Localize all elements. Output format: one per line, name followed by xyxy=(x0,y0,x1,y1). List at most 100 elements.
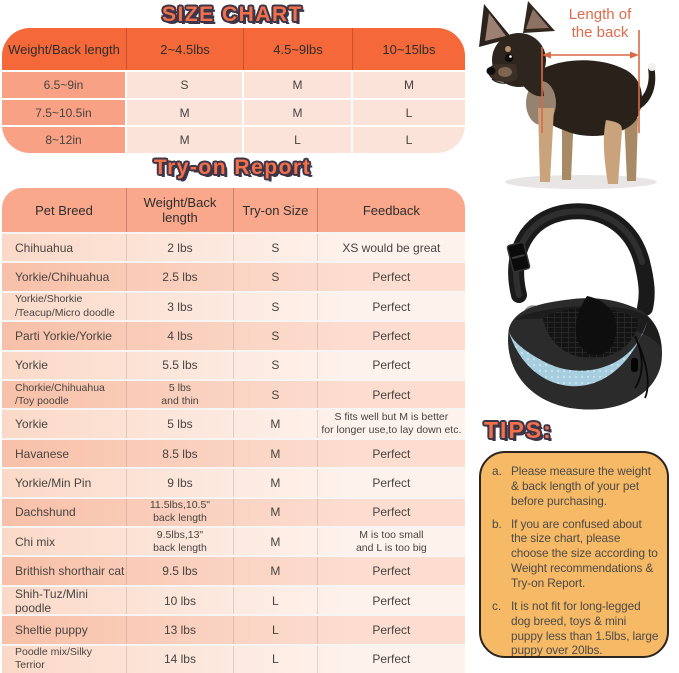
column-header: 10~15lbs xyxy=(382,41,436,57)
table-cell: Perfect xyxy=(372,475,411,490)
table-cell: 13 lbs xyxy=(127,616,234,644)
table-row: Yorkie/Chihuahua 2.5 lbs S Perfect xyxy=(2,261,465,291)
table-cell: XS would be great xyxy=(342,240,441,255)
table-cell: 2.5 lbs xyxy=(127,263,234,291)
tips-title: TIPS: xyxy=(484,417,553,443)
table-cell: Yorkie/Chihuahua xyxy=(2,263,127,291)
column-header: Feedback xyxy=(362,202,420,218)
table-row: Chihuahua 2 lbs S XS would be great xyxy=(2,232,465,262)
table-cell: Poodle mix/Silky Terrior xyxy=(2,645,127,673)
table-cell: S xyxy=(234,351,318,380)
table-row: Poodle mix/Silky Terrior 14 lbs L Perfect xyxy=(2,643,465,673)
back-length-label: Length of the back xyxy=(568,6,632,41)
tip-label: a. xyxy=(492,464,502,478)
table-cell: 11.5lbs,10.5" back length xyxy=(127,498,234,527)
table-row: Parti Yorkie/Yorkie 4 lbs S Perfect xyxy=(2,320,465,350)
table-cell: Perfect xyxy=(372,652,411,667)
table-cell: Perfect xyxy=(372,299,411,314)
chihuahua-photo xyxy=(479,1,657,189)
table-cell: 5 lbs and thin xyxy=(127,381,234,409)
table-cell: 14 lbs xyxy=(127,645,234,673)
table-cell: Brithish shorthair cat xyxy=(2,557,127,585)
table-cell: Shih-Tuz/Mini poodle xyxy=(2,587,127,615)
table-cell: 9.5 lbs xyxy=(127,557,234,585)
table-row: Yorkie 5 lbs M S fits well but M is better … xyxy=(2,408,465,438)
table-row: Chi mix 9.5lbs,13" back length M M is too s… xyxy=(2,526,465,556)
table-cell: Chi mix xyxy=(2,528,127,556)
table-cell: L xyxy=(352,125,465,153)
table-cell: 9.5lbs,13" back length xyxy=(127,528,234,556)
table-row: Chorkie/Chihuahua /Toy poodle 5 lbs and t… xyxy=(2,379,465,409)
dog-measurement-figure: Length of the back xyxy=(478,0,679,196)
table-cell: M xyxy=(234,410,318,438)
table-cell: 7.5~10.5in xyxy=(2,97,127,126)
tryon-report-title: Try-on Report xyxy=(153,156,312,179)
table-cell: M xyxy=(127,125,245,153)
tip-text: It is not fit for long-legged dog breed,… xyxy=(511,598,659,658)
table-cell: L xyxy=(244,125,353,153)
column-header: Weight/Back length xyxy=(127,188,234,232)
measure-arrow-icon xyxy=(541,30,640,133)
table-cell: M xyxy=(234,557,318,585)
table-row: Sheltie puppy 13 lbs L Perfect xyxy=(2,614,465,644)
table-cell: S xyxy=(234,234,318,262)
table-cell: Dachshund xyxy=(2,498,127,527)
table-row: Havanese 8.5 lbs M Perfect xyxy=(2,437,465,468)
table-cell: 4 lbs xyxy=(127,322,234,350)
tip-text: Please measure the weight & back length … xyxy=(511,464,651,508)
tip-item: c. It is not fit for long-legged dog bree… xyxy=(492,598,660,658)
table-cell: S xyxy=(234,263,318,291)
table-cell: M xyxy=(234,469,318,497)
table-cell: Perfect xyxy=(372,387,411,402)
table-cell: Perfect xyxy=(372,328,411,343)
table-cell: Yorkie xyxy=(2,410,127,438)
column-header: Try-on Size xyxy=(234,188,318,232)
table-cell: Sheltie puppy xyxy=(2,616,127,644)
pet-sling-bag-photo xyxy=(506,203,663,410)
table-cell: Yorkie xyxy=(2,351,127,380)
table-cell: M xyxy=(244,70,353,98)
table-cell: 8.5 lbs xyxy=(127,439,234,468)
table-row: Dachshund 11.5lbs,10.5" back length M Perfe… xyxy=(2,496,465,527)
tip-text: If you are confused about the size chart… xyxy=(511,516,658,591)
table-row: 7.5~10.5in M M L xyxy=(2,97,465,126)
size-chart-title: SIZE CHART xyxy=(162,3,303,26)
tip-item: b. If you are confused about the size cha… xyxy=(492,517,660,591)
tip-label: c. xyxy=(492,598,502,613)
table-row: 6.5~9in S M M xyxy=(2,70,465,98)
tryon-report-table: Pet Breed Weight/Back length Try-on Size Fe… xyxy=(2,188,465,673)
column-header: Pet Breed xyxy=(2,188,127,232)
column-header: 2~4.5lbs xyxy=(127,28,245,70)
table-cell: M xyxy=(234,528,318,556)
tip-item: a. Please measure the weight & back lengt… xyxy=(492,464,660,509)
table-cell: 3 lbs xyxy=(127,292,234,321)
table-row: Yorkie/Shorkie /Teacup/Micro doodle 3 lbs… xyxy=(2,290,465,321)
table-row: 8~12in M L L xyxy=(2,125,465,153)
table-cell: Perfect xyxy=(372,593,411,608)
table-cell: Havanese xyxy=(2,439,127,468)
table-cell: M xyxy=(234,439,318,468)
table-cell: L xyxy=(234,616,318,644)
table-header-row: Weight/Back length 2~4.5lbs 4.5~9lbs 10~15l… xyxy=(2,28,465,70)
table-cell: Perfect xyxy=(372,358,411,373)
table-cell: S xyxy=(234,292,318,321)
table-cell: M xyxy=(244,97,353,126)
table-cell: Yorkie/Shorkie /Teacup/Micro doodle xyxy=(2,292,127,321)
table-cell: Perfect xyxy=(372,622,411,637)
table-cell: 6.5~9in xyxy=(2,70,127,98)
table-cell: S xyxy=(127,70,245,98)
column-header: 4.5~9lbs xyxy=(244,28,353,70)
table-cell: Perfect xyxy=(372,505,411,520)
table-cell: Perfect xyxy=(372,270,411,285)
table-cell: M xyxy=(234,498,318,527)
table-row: Yorkie/Min Pin 9 lbs M Perfect xyxy=(2,467,465,497)
table-cell: 5 lbs xyxy=(127,410,234,438)
table-cell: S xyxy=(234,322,318,350)
table-cell: 2 lbs xyxy=(127,234,234,262)
table-row: Brithish shorthair cat 9.5 lbs M Perfect xyxy=(2,555,465,585)
table-cell: L xyxy=(234,586,318,615)
table-row: Yorkie 5.5 lbs S Perfect xyxy=(2,349,465,380)
tips-box: a. Please measure the weight & back lengt… xyxy=(479,451,669,658)
table-cell: 8~12in xyxy=(2,125,127,153)
